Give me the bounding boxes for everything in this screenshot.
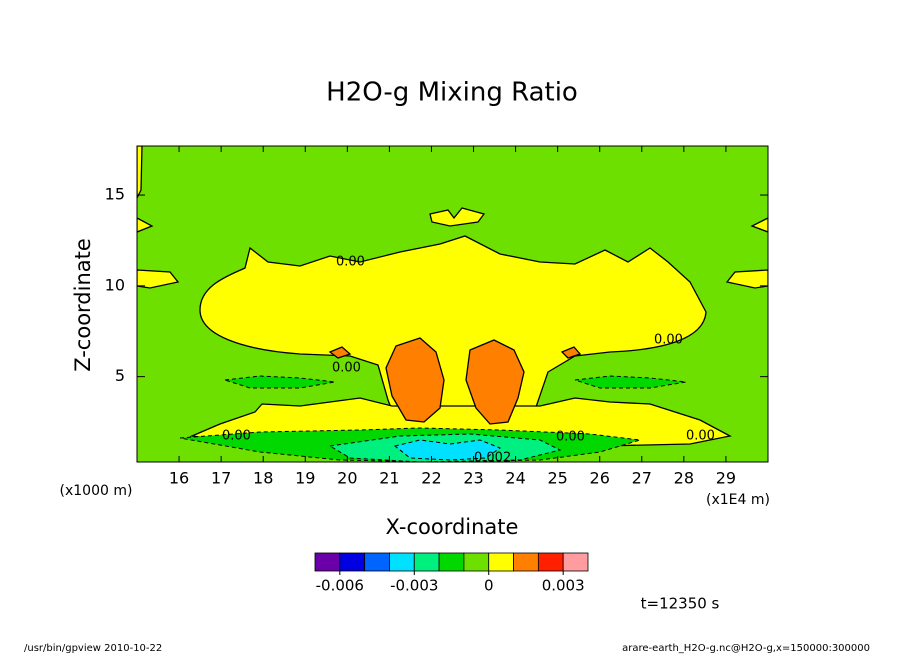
colorbar-box [339, 552, 366, 572]
x-tick-label: 25 [547, 469, 567, 488]
chart-title: H2O-g Mixing Ratio [326, 78, 578, 108]
contour-fill [465, 339, 525, 425]
x-tick-label: 17 [211, 469, 231, 488]
contour-fill [137, 269, 768, 289]
colorbar-box [389, 552, 415, 572]
x-unit: (x1E4 m) [706, 492, 770, 508]
colorbar-tick-label: 0 [484, 577, 494, 595]
x-tick-label: 26 [590, 469, 610, 488]
contour-fill [385, 337, 445, 423]
contour-label: 0.00 [556, 430, 585, 445]
colorbar-box [413, 552, 440, 572]
colorbar-tick-label: -0.003 [390, 577, 438, 595]
x-tick-label: 21 [379, 469, 399, 488]
footer-right: arare-earth_H2O-g.nc@H2O-g,x=150000:3000… [622, 643, 870, 654]
colorbar-box [513, 552, 539, 572]
x-tick-label: 24 [505, 469, 525, 488]
colorbar-box [314, 552, 341, 572]
footer-left: /usr/bin/gpview 2010-10-22 [24, 643, 162, 654]
x-tick-label: 19 [295, 469, 315, 488]
contour-fill [137, 217, 768, 233]
y-unit: (x1000 m) [60, 483, 133, 499]
contour-field [137, 146, 768, 462]
contour-label: 0.00 [222, 429, 251, 444]
y-tick-label: 10 [105, 275, 125, 294]
colorbar-box [463, 552, 490, 572]
y-axis-label: Z-coordinate [71, 238, 95, 372]
colorbar-box [488, 552, 514, 572]
colorbar-box [562, 552, 589, 572]
x-tick-label: 22 [421, 469, 441, 488]
contour-label: 0.00 [336, 255, 365, 270]
contour-label: 0.002 [474, 451, 511, 466]
y-tick-label: 5 [115, 366, 125, 385]
contour-fill [393, 439, 502, 461]
contour-fill [199, 235, 707, 427]
contour-label: 0.00 [654, 333, 683, 348]
contour-fill [224, 375, 687, 389]
x-tick-label: 16 [169, 469, 189, 488]
x-tick-label: 28 [674, 469, 694, 488]
colorbar-tick-label: 0.003 [542, 577, 585, 595]
colorbar-box [537, 552, 564, 572]
contour-fill [328, 346, 582, 359]
colorbar-tick-label: -0.006 [316, 577, 364, 595]
y-tick-label: 15 [105, 185, 125, 204]
x-tick-label: 18 [253, 469, 273, 488]
x-axis-label: X-coordinate [386, 515, 519, 539]
contour-fill [429, 207, 486, 227]
plot-frame [136, 145, 769, 463]
x-tick-label: 27 [632, 469, 652, 488]
colorbar-box [364, 552, 390, 572]
x-tick-label: 29 [716, 469, 736, 488]
annotation: t=12350 s [641, 595, 720, 613]
colorbar-box [438, 552, 465, 572]
contour-fill [137, 146, 143, 199]
x-tick-label: 20 [337, 469, 357, 488]
x-tick-label: 23 [463, 469, 483, 488]
contour-label: 0.00 [686, 429, 715, 444]
contour-label: 0.00 [332, 361, 361, 376]
